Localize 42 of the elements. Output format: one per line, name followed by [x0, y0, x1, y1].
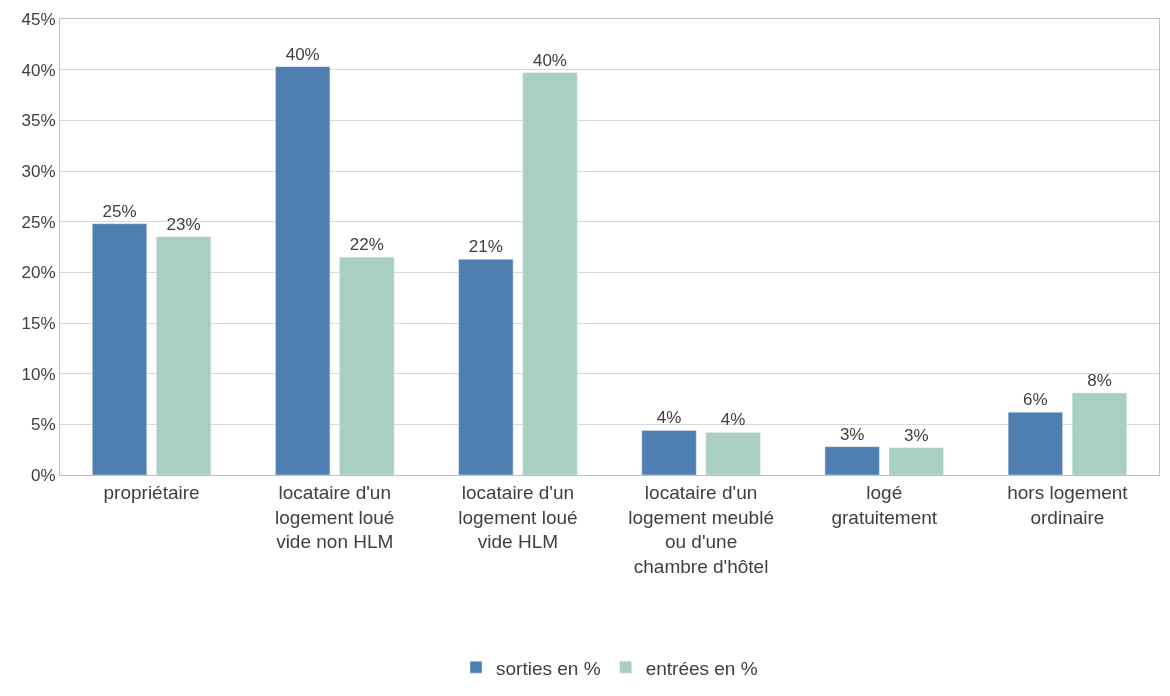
bar [339, 256, 395, 475]
bar [824, 446, 880, 475]
bar [888, 447, 944, 475]
data-label: 3% [904, 425, 929, 445]
data-label: 40% [532, 50, 567, 70]
data-label: 4% [720, 410, 746, 430]
bar [522, 72, 578, 475]
bar [275, 66, 331, 475]
bar [1007, 411, 1063, 475]
y-tick-label: 0% [31, 465, 56, 485]
y-tick-label: 45% [21, 9, 56, 29]
data-label: 22% [349, 235, 384, 255]
bar [92, 223, 148, 475]
y-tick-label: 15% [21, 313, 56, 333]
bar [1071, 392, 1127, 475]
data-label: 23% [166, 214, 201, 234]
y-tick-label: 25% [21, 212, 56, 232]
bar [458, 258, 514, 475]
y-tick-label: 35% [21, 111, 56, 131]
data-label: 4% [656, 408, 682, 428]
x-tick-label: locataire d'un logement loué vide HLM [458, 481, 578, 553]
x-tick-label: locataire d'un logement loué vide non HLM [275, 481, 395, 553]
x-tick-label: locataire d'un logement meublé ou d'une chambre d'hôtel [628, 481, 774, 577]
data-label: 21% [468, 237, 503, 257]
data-label: 40% [285, 44, 320, 64]
legend-label: sorties en % [496, 657, 601, 679]
bar [705, 432, 761, 475]
y-tick-label: 40% [21, 60, 56, 80]
x-tick-label: propriétaire [103, 481, 200, 503]
data-label: 3% [839, 424, 865, 444]
y-tick-label: 30% [21, 161, 56, 181]
bar [641, 430, 697, 475]
y-tick-label: 20% [21, 263, 56, 283]
y-tick-label: 5% [31, 415, 56, 435]
data-label: 25% [102, 201, 137, 221]
x-tick-label: logé gratuitement [831, 481, 938, 528]
legend-label: entrées en % [645, 657, 758, 679]
x-tick-label: hors logement ordinaire [1007, 481, 1129, 528]
bar [156, 236, 212, 475]
data-label: 6% [1023, 390, 1048, 410]
y-tick-label: 10% [21, 364, 56, 384]
data-label: 8% [1087, 370, 1112, 390]
